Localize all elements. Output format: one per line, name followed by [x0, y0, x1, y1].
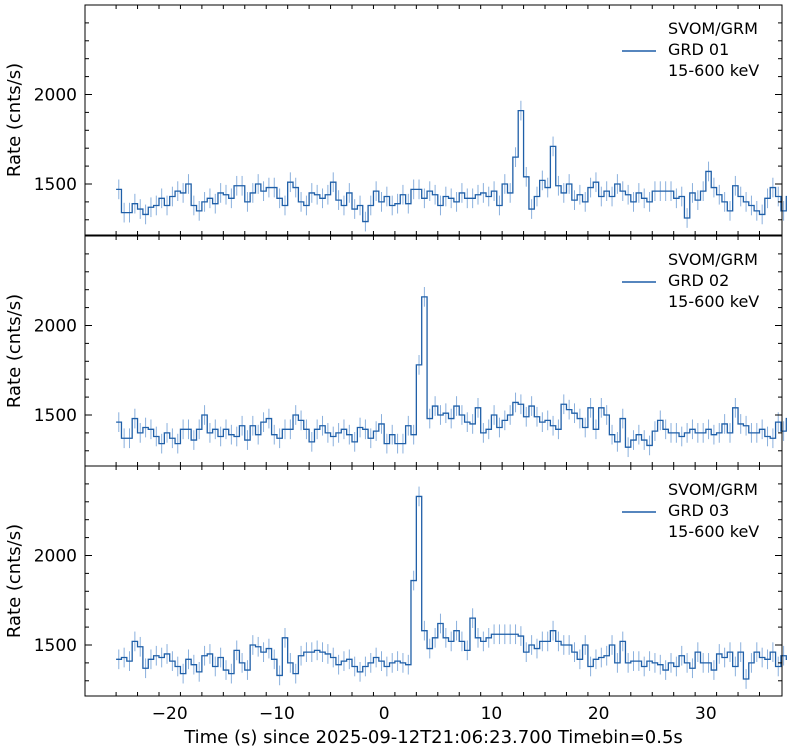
panel-3: 1500 2000 Rate (cnts/s) SVOM/GRM GRD 03 15-60…	[4, 465, 787, 697]
panel-frame	[84, 465, 783, 697]
legend-entry: GRD 02	[668, 271, 729, 290]
rate-step-line	[116, 109, 787, 223]
legend-entry: GRD 03	[668, 501, 729, 520]
legend-entry: SVOM/GRM	[668, 250, 758, 269]
x-tick-label: −20	[152, 704, 188, 724]
x-tick-label: 20	[588, 704, 610, 724]
legend: SVOM/GRM GRD 01 15-600 keV	[622, 19, 759, 80]
legend-entry: 15-600 keV	[668, 292, 759, 311]
panel-2: 1500 2000 Rate (cnts/s) SVOM/GRM GRD 02 15-60…	[4, 235, 787, 467]
legend-entry: SVOM/GRM	[668, 480, 758, 499]
y-tick-label: 2000	[34, 85, 77, 105]
legend: SVOM/GRM GRD 03 15-600 keV	[622, 480, 759, 541]
y-axis-label: Rate (cnts/s)	[4, 524, 25, 638]
x-tick-label: 30	[695, 704, 717, 724]
y-tick-label: 1500	[34, 175, 77, 195]
legend-entry: SVOM/GRM	[668, 19, 758, 38]
panel-frame	[84, 4, 783, 236]
panel-1: 1500 2000 Rate (cnts/s) SVOM/GRM GRD 01 15-60…	[4, 4, 787, 236]
x-tick-label: 0	[379, 704, 390, 724]
rate-step-line	[116, 495, 787, 680]
x-axis-label: Time (s) since 2025-09-12T21:06:23.700 T…	[183, 727, 683, 748]
errorbars	[118, 100, 785, 232]
x-tick-label: 10	[481, 704, 503, 724]
y-axis-label: Rate (cnts/s)	[4, 63, 25, 177]
legend-entry: GRD 01	[668, 40, 729, 59]
x-tick-label: −10	[259, 704, 295, 724]
errorbars	[118, 287, 785, 458]
rate-step-line	[116, 296, 787, 448]
legend: SVOM/GRM GRD 02 15-600 keV	[622, 250, 759, 311]
y-tick-label: 2000	[34, 316, 77, 336]
legend-entry: 15-600 keV	[668, 522, 759, 541]
legend-entry: 15-600 keV	[668, 61, 759, 80]
y-tick-label: 1500	[34, 636, 77, 656]
y-tick-label: 2000	[34, 546, 77, 566]
y-axis-label: Rate (cnts/s)	[4, 294, 25, 408]
y-tick-label: 1500	[34, 406, 77, 426]
